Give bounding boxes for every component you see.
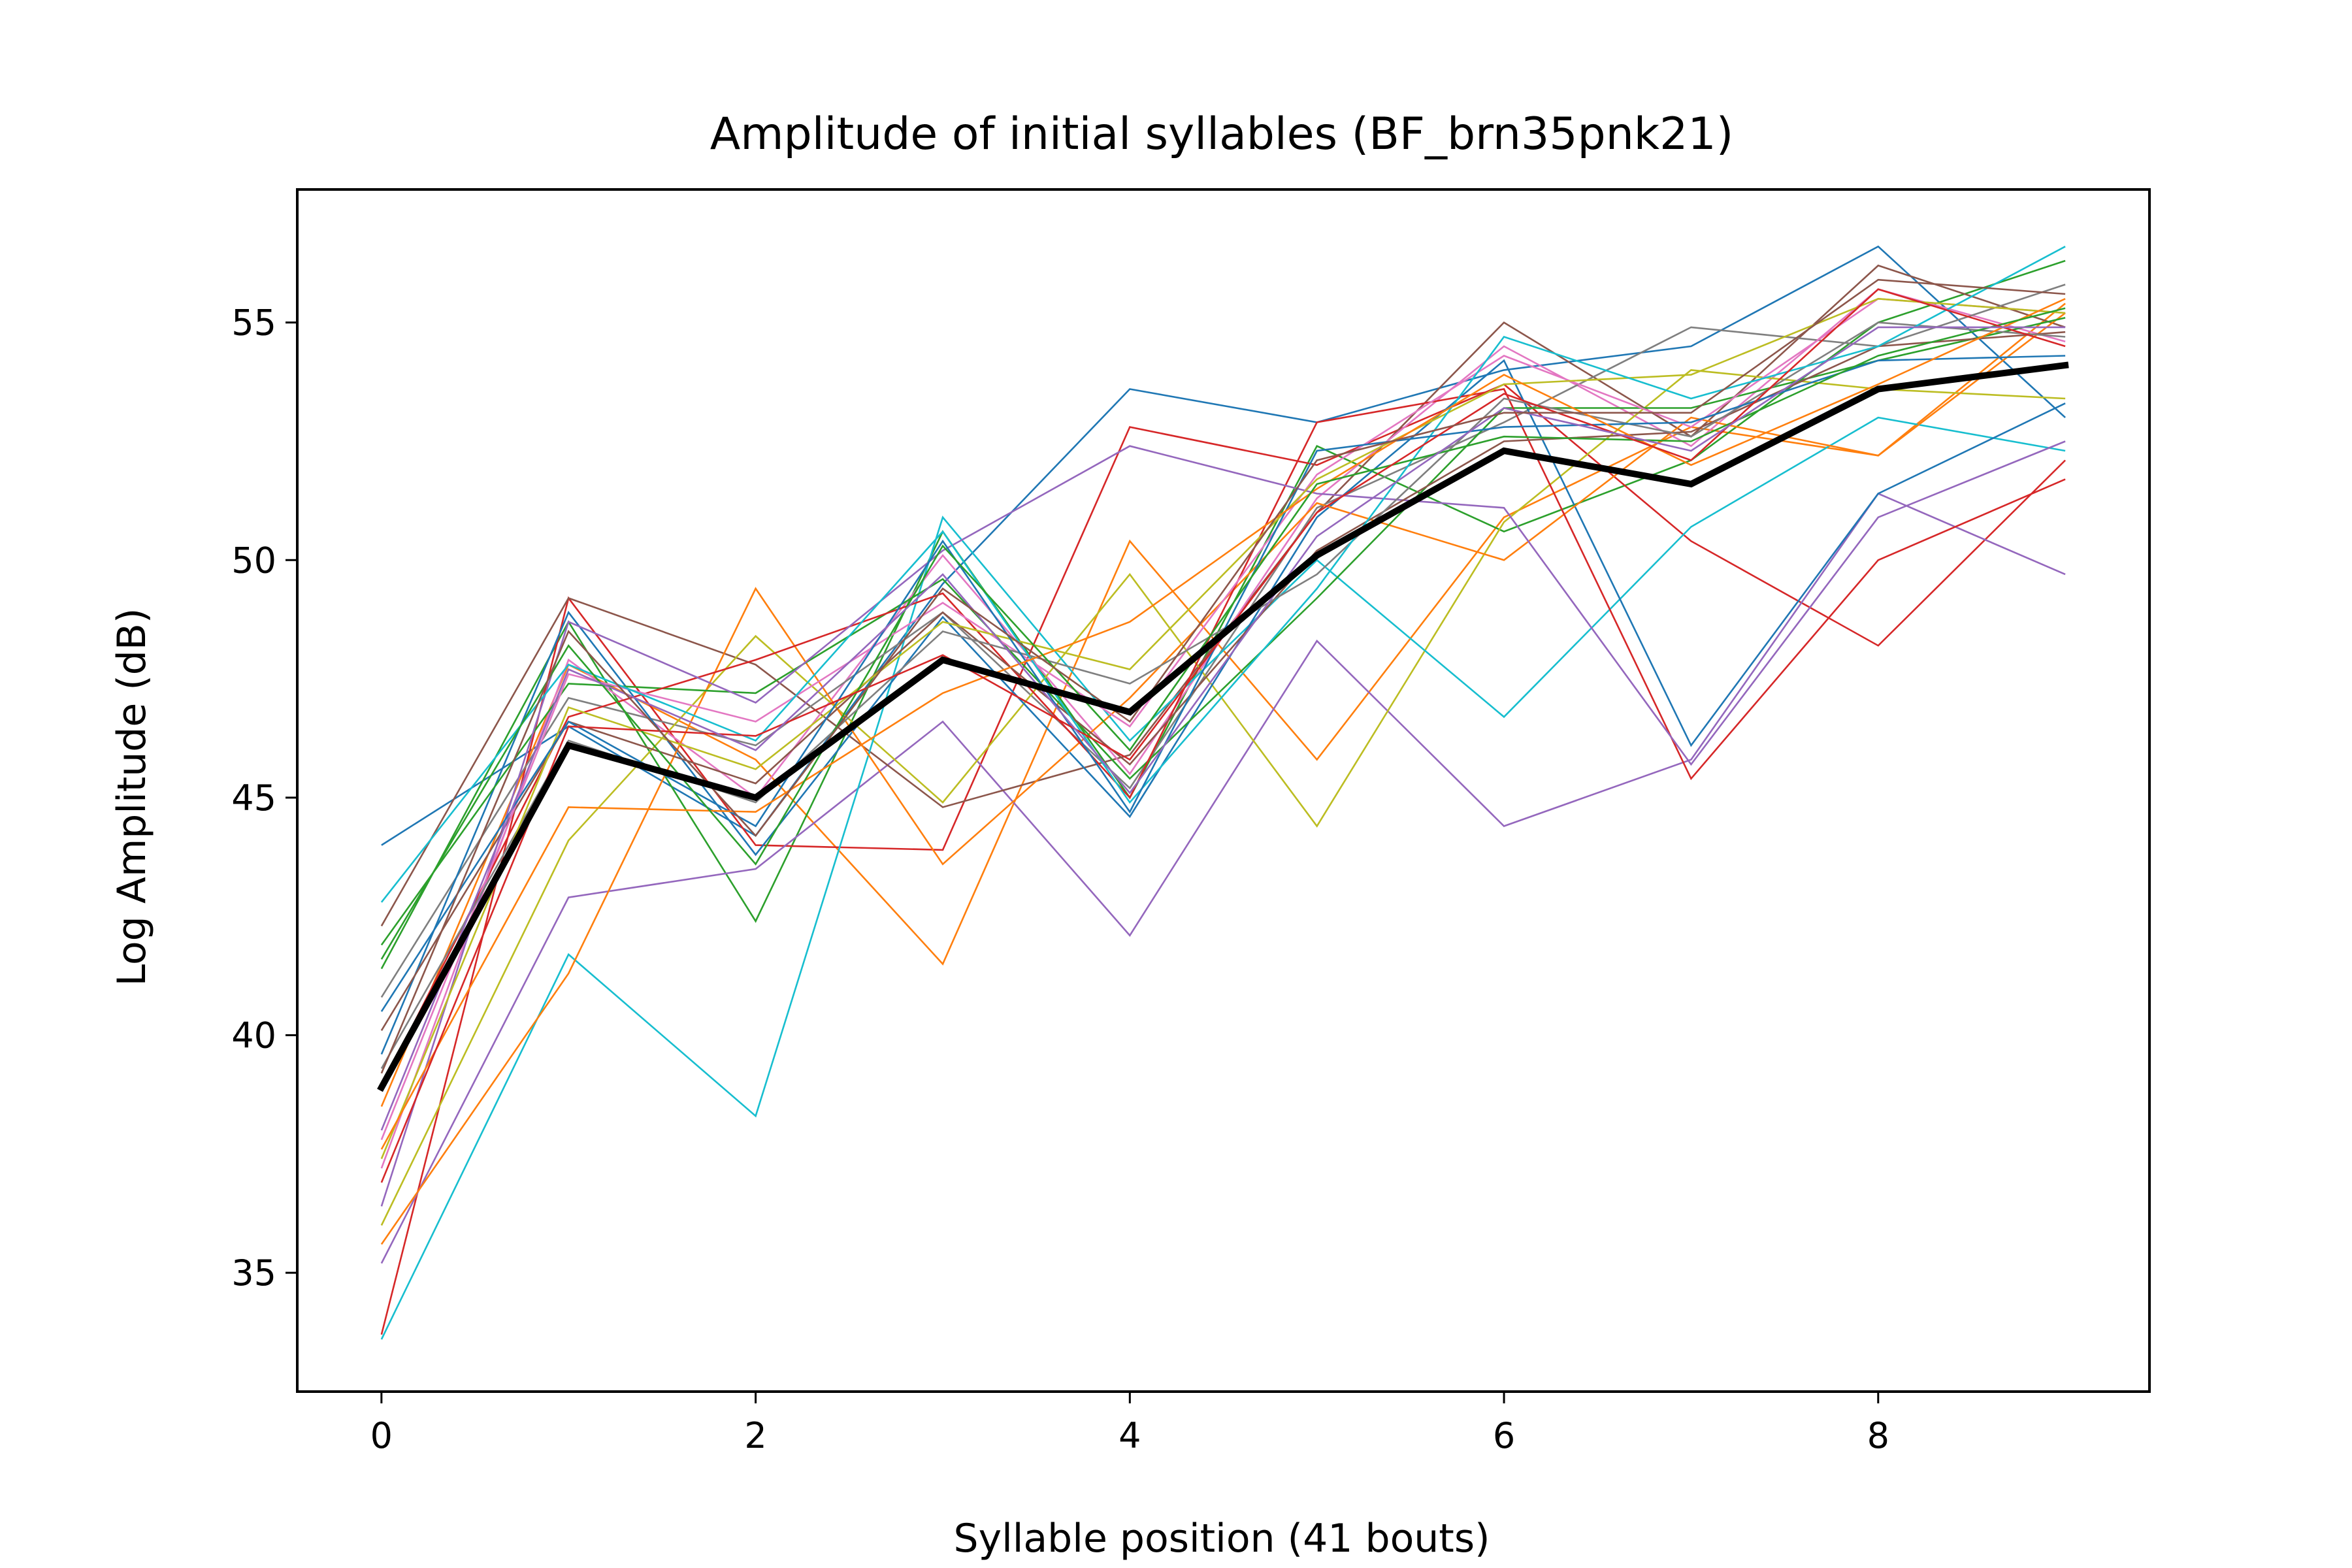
series-line-17 (380, 297, 2066, 1140)
y-axis-label: Log Amplitude (dB) (109, 608, 155, 987)
y-tick-label-35: 35 (231, 1252, 276, 1294)
series-line-19 (380, 297, 2066, 1160)
x-tick-label-0: 0 (370, 1415, 393, 1456)
x-axis: 0 2 4 6 8 (370, 1392, 1889, 1456)
series-line-10 (380, 416, 2066, 1340)
y-tick-label-50: 50 (231, 540, 276, 581)
series-line-5 (380, 492, 2066, 1264)
y-tick-label-55: 55 (231, 302, 276, 344)
plot-area-frame (296, 188, 2151, 1393)
series-line-20 (380, 246, 2066, 903)
series-line-23 (380, 307, 2066, 960)
x-tick-label-6: 6 (1493, 1415, 1515, 1456)
x-tick-label-8: 8 (1867, 1415, 1889, 1456)
series-layer (380, 245, 2066, 1340)
x-tick-label-2: 2 (744, 1415, 766, 1456)
series-line-15 (380, 440, 2066, 1207)
y-tick-label-40: 40 (231, 1015, 276, 1056)
mean-line (377, 361, 2069, 1092)
mean-layer (377, 361, 2069, 1092)
series-line-22 (380, 298, 2066, 1150)
series-line-25 (380, 326, 2066, 1131)
x-axis-label: Syllable position (41 bouts) (953, 1516, 1490, 1561)
x-tick-label-4: 4 (1119, 1415, 1141, 1456)
y-axis: 35 40 45 50 55 (231, 302, 297, 1294)
y-tick-label-45: 45 (231, 777, 276, 819)
chart-title: Amplitude of initial syllables (BF_brn35… (710, 108, 1733, 160)
series-line-14 (380, 388, 2066, 1088)
series-line-26 (380, 278, 2066, 1074)
